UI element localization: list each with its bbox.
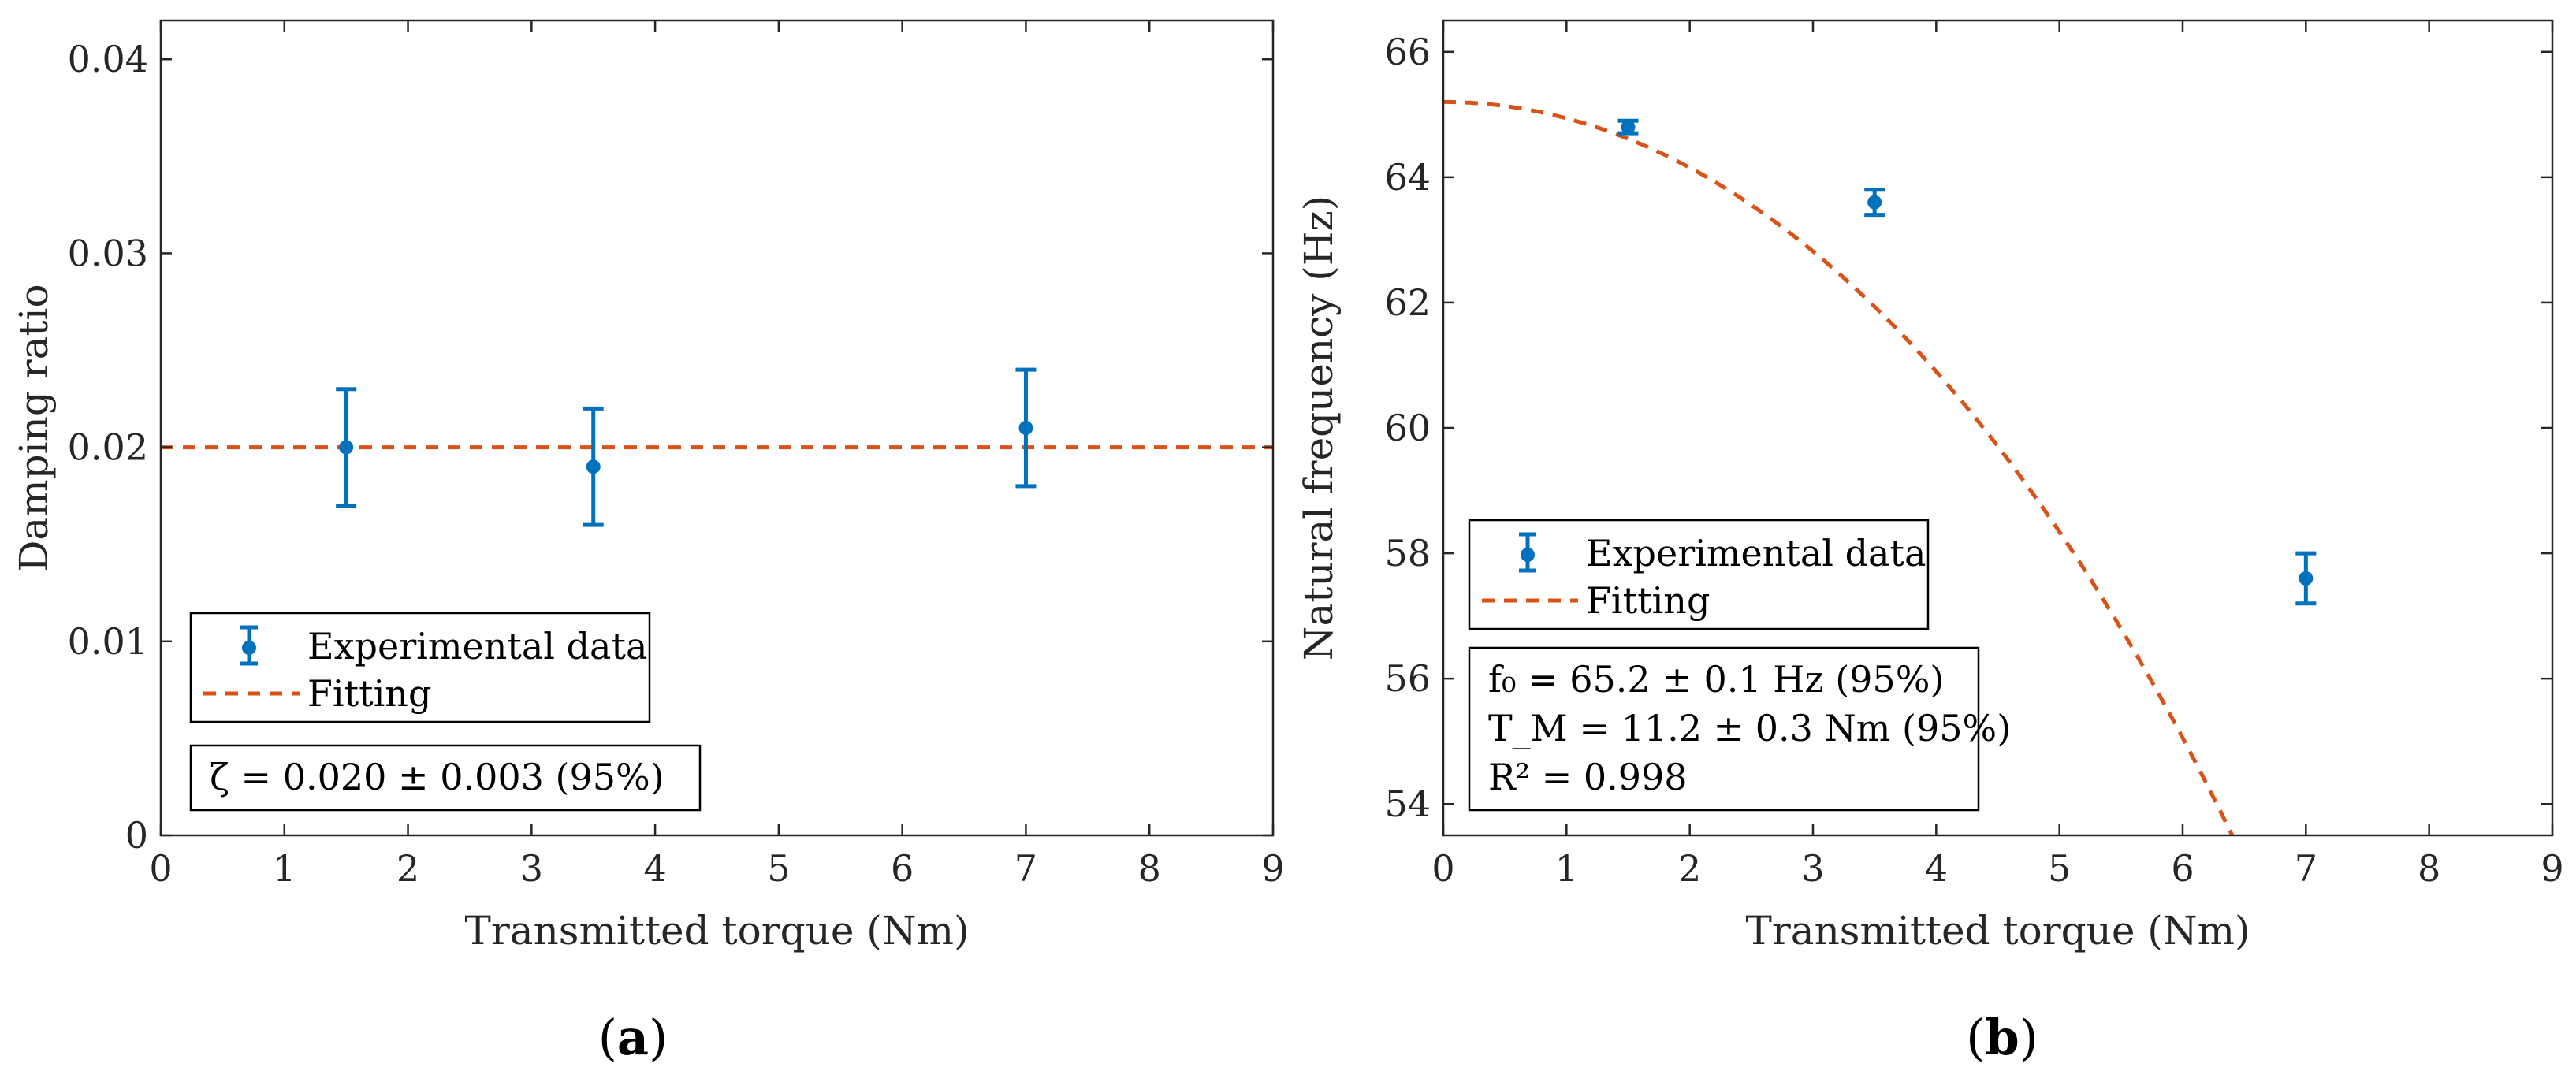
data-point xyxy=(586,459,601,474)
legend-label-data: Experimental data xyxy=(1586,532,1926,574)
annotation-line: ζ = 0.020 ± 0.003 (95%) xyxy=(210,756,664,798)
x-tick-label: 5 xyxy=(767,847,790,890)
x-axis-title: Transmitted torque (Nm) xyxy=(465,908,970,954)
x-tick-label: 6 xyxy=(891,847,914,890)
y-tick-label: 0.04 xyxy=(68,38,148,80)
x-tick-label: 6 xyxy=(2171,847,2194,890)
y-tick-label: 0.02 xyxy=(68,426,148,469)
legend-label-data: Experimental data xyxy=(307,625,647,667)
x-tick-label: 7 xyxy=(1014,847,1037,890)
x-tick-label: 8 xyxy=(1138,847,1161,890)
legend-data-icon-marker xyxy=(1521,548,1535,562)
panel-label-open: ( xyxy=(598,1009,617,1066)
panel-label: (a) xyxy=(598,1009,668,1066)
x-tick-label: 3 xyxy=(520,847,543,890)
y-tick-label: 56 xyxy=(1384,657,1431,700)
panel-label-open: ( xyxy=(1966,1009,1985,1066)
x-tick-label: 0 xyxy=(1431,847,1454,890)
legend-data-icon-marker xyxy=(242,641,256,655)
annotation-line: R² = 0.998 xyxy=(1488,756,1688,798)
axes-box xyxy=(159,19,1275,837)
legend-box xyxy=(189,612,651,723)
y-tick-label: 0.03 xyxy=(68,232,148,274)
x-tick-label: 9 xyxy=(2541,847,2563,890)
annotation-line: f₀ = 65.2 ± 0.1 Hz (95%) xyxy=(1488,658,1944,701)
y-tick-label: 60 xyxy=(1384,407,1431,449)
y-tick-label: 64 xyxy=(1384,156,1431,199)
legend-label-fit: Fitting xyxy=(1586,579,1710,622)
chart-panel-a: 0 1 2 3 4 5 6 7 8 9 0 0.01 0.02 0.03 0.04 Transmitted t… xyxy=(11,19,1285,1066)
fitting-curve xyxy=(1443,99,2235,837)
annotation-box xyxy=(189,744,702,812)
x-tick-label: 8 xyxy=(2418,847,2440,890)
x-tick-label: 7 xyxy=(2295,847,2317,890)
x-tick-label: 0 xyxy=(149,847,172,890)
data-point xyxy=(339,440,354,455)
x-tick-label: 4 xyxy=(643,847,666,890)
x-tick-label: 4 xyxy=(1925,847,1948,890)
y-tick-label: 58 xyxy=(1384,532,1431,574)
x-axis-title: Transmitted torque (Nm) xyxy=(1746,908,2250,954)
x-tick-label: 2 xyxy=(1678,847,1701,890)
x-tick-label: 3 xyxy=(1801,847,1824,890)
data-point xyxy=(2299,571,2314,586)
legend-label-fit: Fitting xyxy=(307,672,431,715)
data-point xyxy=(1621,120,1636,135)
panel-label-close: ) xyxy=(2019,1009,2038,1066)
y-tick-label: 66 xyxy=(1384,31,1431,73)
panel-label-close: ) xyxy=(649,1009,668,1066)
y-axis-title: Damping ratio xyxy=(11,284,57,571)
data-point xyxy=(1018,421,1033,435)
panel-label-letter: b xyxy=(1985,1009,2019,1066)
panel-label-letter: a xyxy=(617,1009,649,1066)
y-tick-label: 62 xyxy=(1384,281,1431,324)
y-tick-label: 0.01 xyxy=(68,620,148,663)
x-tick-label: 5 xyxy=(2048,847,2071,890)
y-tick-label: 54 xyxy=(1384,783,1431,825)
y-tick-label: 0 xyxy=(125,814,148,857)
x-tick-label: 2 xyxy=(396,847,419,890)
legend-box xyxy=(1468,519,1930,630)
annotation-box xyxy=(1468,646,1980,812)
x-tick-label: 1 xyxy=(273,847,296,890)
y-axis-title: Natural frequency (Hz) xyxy=(1296,195,1342,661)
panel-label: (b) xyxy=(1966,1009,2038,1066)
x-tick-label: 1 xyxy=(1555,847,1578,890)
annotation-line: T_M = 11.2 ± 0.3 Nm (95%) xyxy=(1488,707,2011,749)
data-point xyxy=(1867,195,1882,210)
x-tick-label: 9 xyxy=(1261,847,1284,890)
